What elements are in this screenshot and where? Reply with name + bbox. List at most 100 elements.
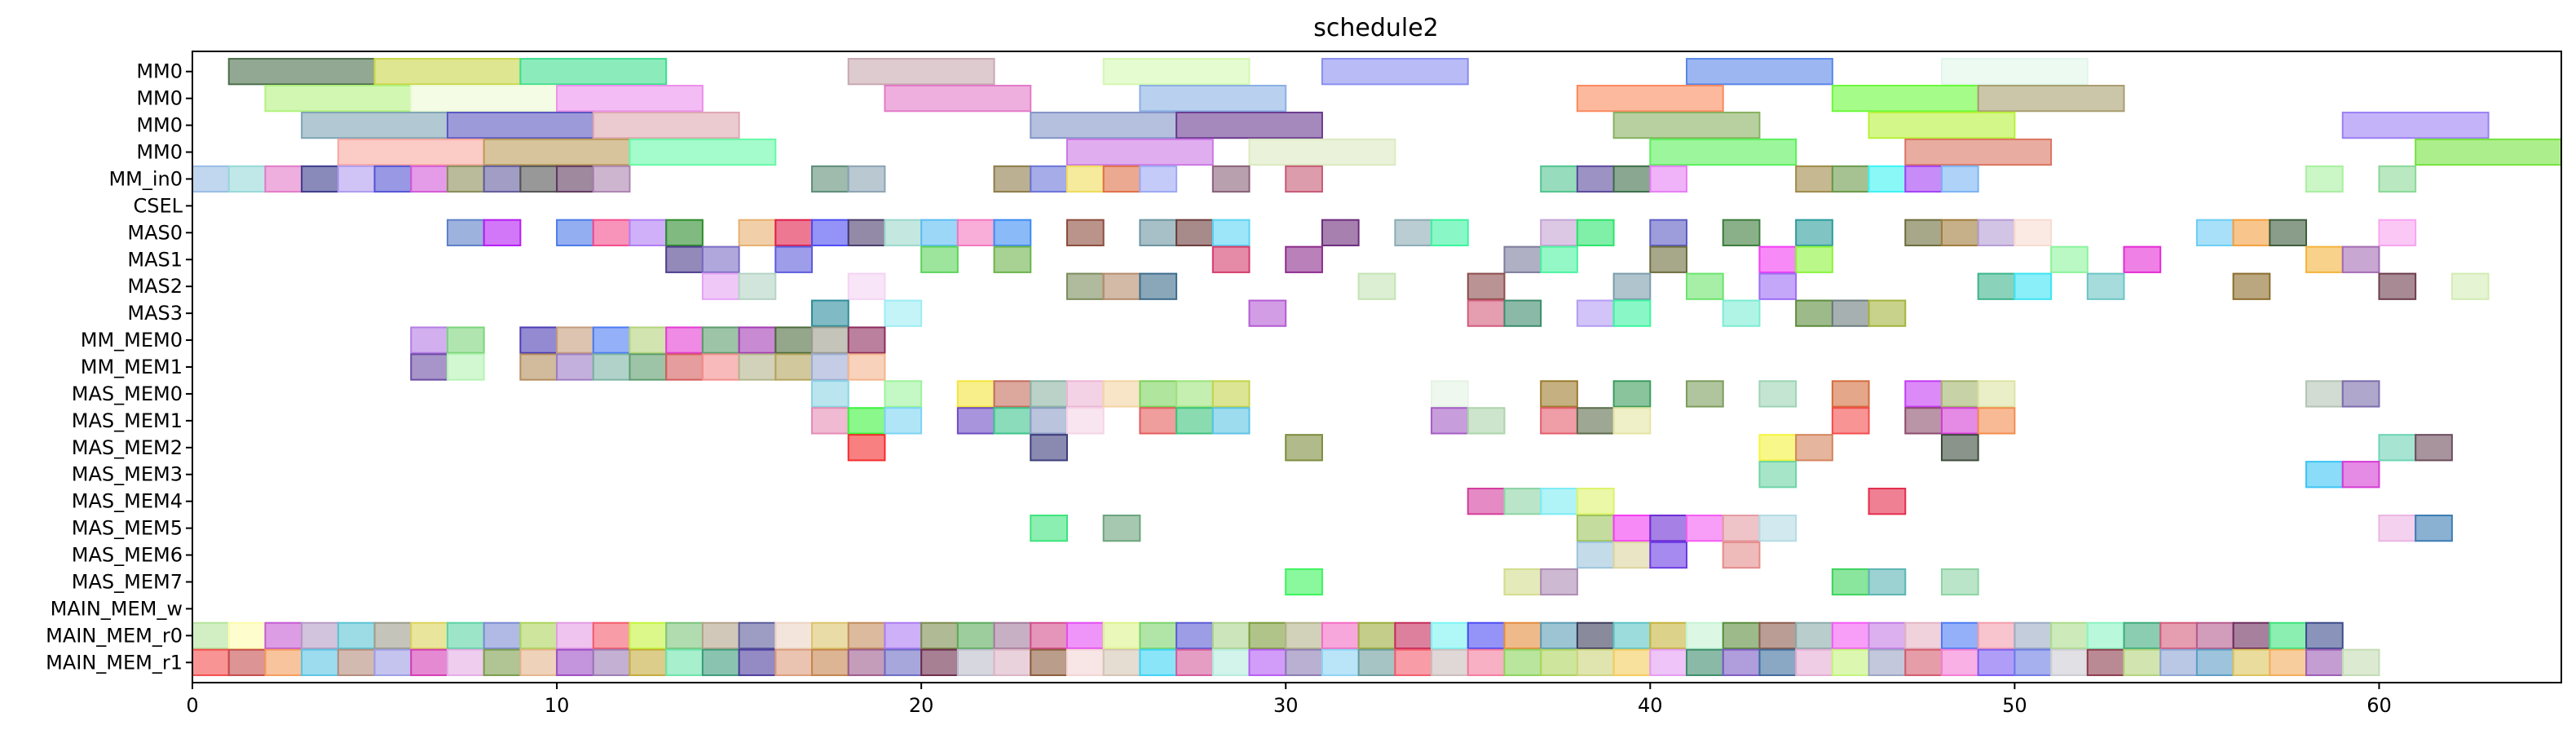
bar-mas-mem0-26 xyxy=(1139,380,1178,408)
bar-mm0-11 xyxy=(592,111,740,139)
bar-main-mem-r0-48 xyxy=(1940,621,1979,650)
bar-mas-mem2-23 xyxy=(1030,434,1068,462)
bar-mas-mem0-45 xyxy=(1831,380,1870,408)
bar-mas2-43 xyxy=(1758,272,1797,300)
bar-mas-mem0-49 xyxy=(1977,380,2016,408)
bar-main-mem-r0-23 xyxy=(1030,621,1068,650)
bar-main-mem-r0-37 xyxy=(1540,621,1578,650)
bar-main-mem-r0-4 xyxy=(337,621,376,650)
bar-mas3-19 xyxy=(884,299,923,327)
bar-mas-mem1-23 xyxy=(1030,407,1068,435)
bar-main-mem-r0-20 xyxy=(920,621,959,650)
bar-mas0-42 xyxy=(1722,219,1761,246)
bar-mas0-31 xyxy=(1321,219,1360,246)
bar-mas-mem6-42 xyxy=(1722,541,1761,569)
row-label: MAS_MEM2 xyxy=(72,436,183,459)
bar-main-mem-r1-7 xyxy=(446,648,485,676)
bar-main-mem-r0-56 xyxy=(2232,621,2271,650)
bar-mas1-36 xyxy=(1503,245,1542,273)
bar-main-mem-r1-3 xyxy=(301,648,339,676)
bar-main-mem-r0-13 xyxy=(665,621,704,650)
bar-mas1-43 xyxy=(1758,245,1797,273)
bar-mas-mem1-35 xyxy=(1467,407,1506,435)
bar-main-mem-r1-8 xyxy=(483,648,522,676)
bar-main-mem-r0-45 xyxy=(1831,621,1870,650)
bar-mm0-38 xyxy=(1576,84,1724,113)
bar-mas2-32 xyxy=(1357,272,1396,300)
bar-mas-mem0-23 xyxy=(1030,380,1068,408)
bar-main-mem-r1-24 xyxy=(1065,648,1105,676)
bar-mm0-23 xyxy=(1030,111,1178,139)
bar-mas2-26 xyxy=(1139,272,1178,300)
bar-mas1-44 xyxy=(1795,245,1833,273)
bar-main-mem-r1-51 xyxy=(2050,648,2089,676)
bar-mas-mem6-39 xyxy=(1612,541,1652,569)
bar-mas0-55 xyxy=(2195,219,2234,246)
bar-mas0-15 xyxy=(738,219,777,246)
bar-mas-mem7-45 xyxy=(1831,568,1870,596)
bar-mm-mem0-7 xyxy=(446,326,485,354)
bar-mas-mem2-44 xyxy=(1795,434,1833,462)
bar-mas-mem7-36 xyxy=(1503,568,1542,596)
bar-mas-mem0-39 xyxy=(1612,380,1652,408)
bar-mas-mem2-60 xyxy=(2378,434,2417,462)
bar-mas-mem3-58 xyxy=(2305,461,2344,489)
bar-mm-mem1-10 xyxy=(556,353,594,381)
bar-mas-mem1-24 xyxy=(1065,407,1105,435)
bar-mas-mem1-17 xyxy=(811,407,849,435)
bar-mas0-47 xyxy=(1904,219,1943,246)
bar-mm-in0-4 xyxy=(337,165,376,193)
bar-mm-in0-47 xyxy=(1904,165,1943,193)
bar-main-mem-r0-55 xyxy=(2195,621,2234,650)
bar-main-mem-r1-46 xyxy=(1868,648,1907,676)
bar-main-mem-r0-14 xyxy=(701,621,740,650)
bar-mm0-31 xyxy=(1321,58,1469,86)
bar-main-mem-r1-59 xyxy=(2341,648,2380,676)
bar-mm-mem0-13 xyxy=(665,326,704,354)
bar-main-mem-r1-18 xyxy=(847,648,886,676)
bar-mm0-39 xyxy=(1612,111,1761,139)
bar-mm-mem1-9 xyxy=(519,353,558,381)
bar-mas2-14 xyxy=(701,272,740,300)
bar-main-mem-r0-31 xyxy=(1321,621,1360,650)
bar-mas0-27 xyxy=(1176,219,1214,246)
bar-main-mem-r1-54 xyxy=(2159,648,2198,676)
bar-main-mem-r0-46 xyxy=(1868,621,1907,650)
bar-main-mem-r1-15 xyxy=(738,648,777,676)
row-label: MAS3 xyxy=(127,302,183,325)
row-labels: MM0 MM0 MM0 MM0 MM_in0 CSEL MAS0 MAS1 MAS2 MAS3 MM… xyxy=(46,60,192,674)
bar-mas-mem7-46 xyxy=(1868,568,1907,596)
bar-mas3-42 xyxy=(1722,299,1761,327)
bar-main-mem-r1-9 xyxy=(519,648,558,676)
bar-mas1-58 xyxy=(2305,245,2344,273)
bar-main-mem-r0-39 xyxy=(1612,621,1652,650)
bar-main-mem-r1-52 xyxy=(2086,648,2125,676)
bar-mas-mem1-39 xyxy=(1612,407,1652,435)
bar-main-mem-r1-39 xyxy=(1612,648,1652,676)
row-label: MAIN_MEM_r1 xyxy=(46,651,183,674)
bar-main-mem-r0-36 xyxy=(1503,621,1542,650)
bar-main-mem-r1-1 xyxy=(227,648,267,676)
bar-mm-mem1-6 xyxy=(410,353,448,381)
bar-mas0-48 xyxy=(1940,219,1979,246)
bar-mm-in0-40 xyxy=(1649,165,1688,193)
bar-mm-in0-9 xyxy=(519,165,558,193)
bar-mas2-39 xyxy=(1612,272,1652,300)
bar-mas2-50 xyxy=(2014,272,2053,300)
bar-mm-mem0-14 xyxy=(701,326,740,354)
bar-mas-mem0-27 xyxy=(1176,380,1214,408)
bar-mm0-40 xyxy=(1649,138,1797,166)
bar-mm0-9 xyxy=(519,58,668,86)
bar-mas-mem1-26 xyxy=(1139,407,1178,435)
bar-main-mem-r1-19 xyxy=(884,648,923,676)
bar-main-mem-r0-42 xyxy=(1722,621,1761,650)
bar-mm-in0-44 xyxy=(1795,165,1833,193)
bar-mm0-1 xyxy=(227,58,376,86)
bar-mm0-29 xyxy=(1248,138,1396,166)
bar-mas1-20 xyxy=(920,245,959,273)
bar-mas-mem7-30 xyxy=(1285,568,1323,596)
bar-mas0-12 xyxy=(629,219,668,246)
bar-mas-mem0-24 xyxy=(1065,380,1105,408)
bar-mas-mem6-40 xyxy=(1649,541,1688,569)
